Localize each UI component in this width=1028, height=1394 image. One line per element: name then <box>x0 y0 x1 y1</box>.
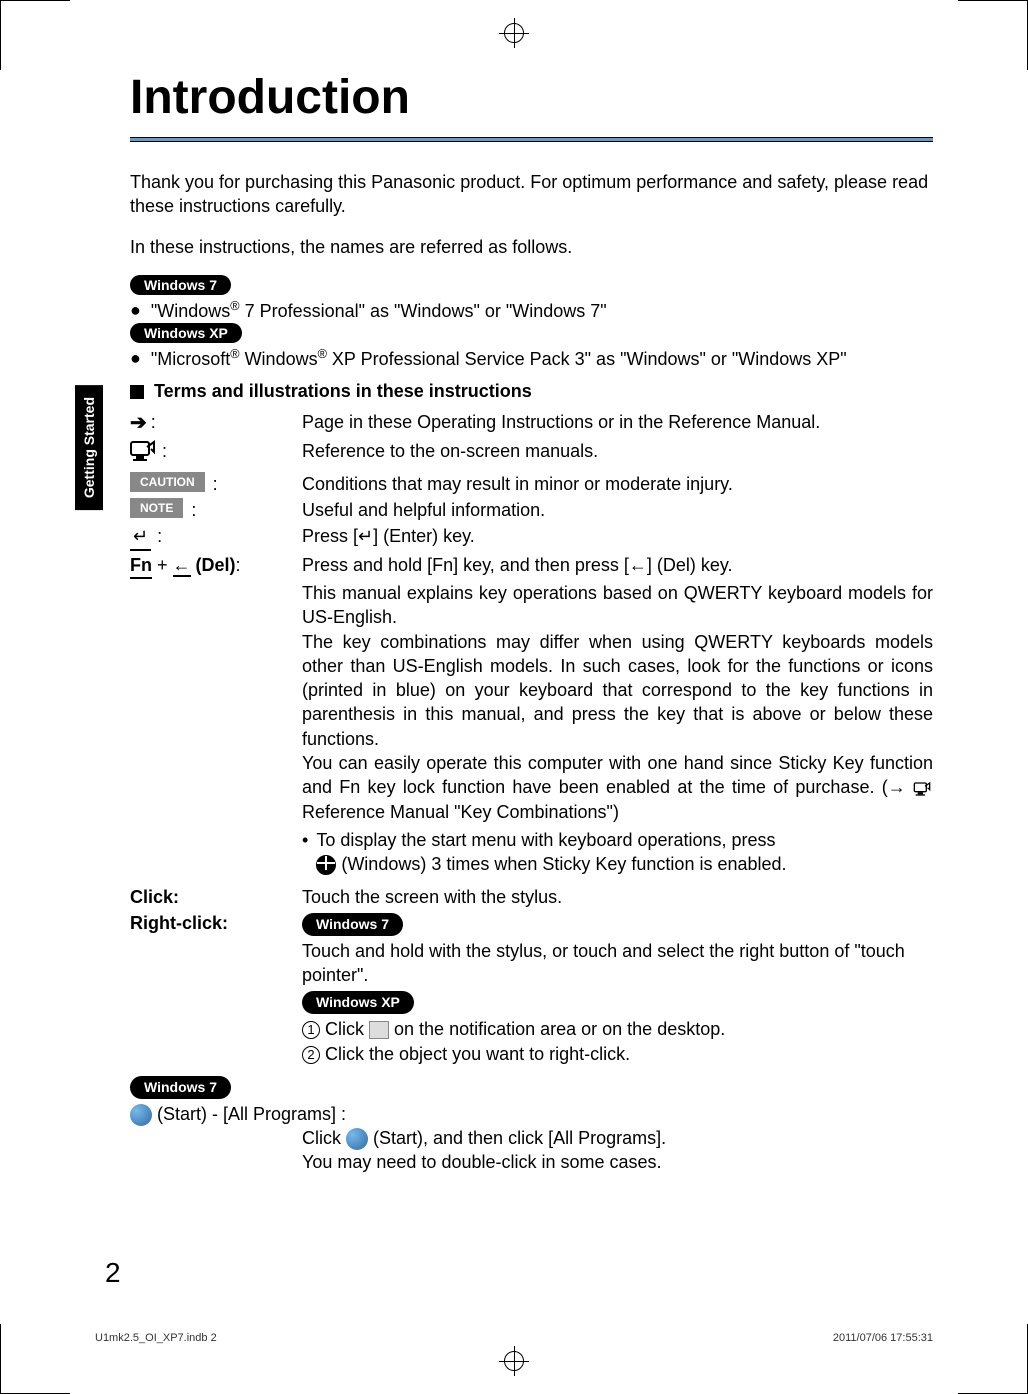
square-bullet-icon <box>130 385 144 399</box>
circle-2-icon: 2 <box>302 1046 320 1064</box>
term-enter: ↵: Press [↵] (Enter) key. <box>130 524 933 550</box>
manual-icon-inline <box>913 777 933 797</box>
title-underline <box>130 137 933 142</box>
term-note: NOTE: Useful and helpful information. <box>130 498 933 522</box>
page-number: 2 <box>105 1257 121 1289</box>
caution-badge: CAUTION <box>130 472 205 492</box>
footer-right: 2011/07/06 17:55:31 <box>833 1332 933 1344</box>
terms-heading: Terms and illustrations in these instruc… <box>130 381 933 402</box>
windows-key-icon <box>316 855 336 875</box>
click-row: Click: Touch the screen with the stylus. <box>130 885 933 909</box>
page-title: Introduction <box>130 70 933 125</box>
start-orb-icon <box>130 1104 152 1126</box>
windows-7-line: ● "Windows® 7 Professional" as "Windows"… <box>130 298 933 323</box>
bullet-icon: ● <box>130 298 141 323</box>
intro-para-2: In these instructions, the names are ref… <box>130 235 933 259</box>
term-fn-del: Fn + ← (Del): Press and hold [Fn] key, a… <box>130 553 933 579</box>
windows-xp-pill: Windows XP <box>130 323 242 343</box>
start-section: Windows 7 (Start) - [All Programs] : Cli… <box>130 1074 933 1175</box>
rightclick-row: Right-click: Windows 7 Touch and hold wi… <box>130 911 933 1066</box>
windows-7-pill: Windows 7 <box>130 275 231 295</box>
start-win7-pill: Windows 7 <box>130 1076 231 1099</box>
term-caution: CAUTION: Conditions that may result in m… <box>130 472 933 496</box>
fn-key-icon: Fn <box>130 553 152 579</box>
note-badge: NOTE <box>130 498 183 518</box>
rightclick-winxp-pill: Windows XP <box>302 991 414 1014</box>
rightclick-step-2: 2 Click the object you want to right-cli… <box>302 1042 933 1066</box>
side-tab-getting-started: Getting Started <box>75 385 103 510</box>
term-manual: : Reference to the on-screen manuals. <box>130 439 933 469</box>
notification-icon <box>369 1021 389 1039</box>
rightclick-step-1: 1 Click on the notification area or on t… <box>302 1017 933 1041</box>
enter-key-icon: ↵ <box>130 524 151 550</box>
fn-sub-bullet: • To display the start menu with keyboar… <box>302 828 933 877</box>
circle-1-icon: 1 <box>302 1021 320 1039</box>
footer-left: U1mk2.5_OI_XP7.indb 2 <box>95 1332 217 1344</box>
intro-para-1: Thank you for purchasing this Panasonic … <box>130 170 933 219</box>
term-arrow: ➔: Page in these Operating Instructions … <box>130 410 933 437</box>
rightclick-win7-pill: Windows 7 <box>302 913 403 936</box>
windows-xp-line: ● "Microsoft® Windows® XP Professional S… <box>130 346 933 371</box>
terms-table: ➔: Page in these Operating Instructions … <box>130 410 933 1174</box>
fn-explanation: This manual explains key operations base… <box>302 581 933 877</box>
start-orb-icon-inline <box>346 1128 368 1150</box>
bullet-icon: ● <box>130 346 141 371</box>
manual-icon <box>130 439 158 469</box>
arrow-icon: ➔ <box>130 410 147 437</box>
del-key-icon: ← <box>173 555 191 577</box>
